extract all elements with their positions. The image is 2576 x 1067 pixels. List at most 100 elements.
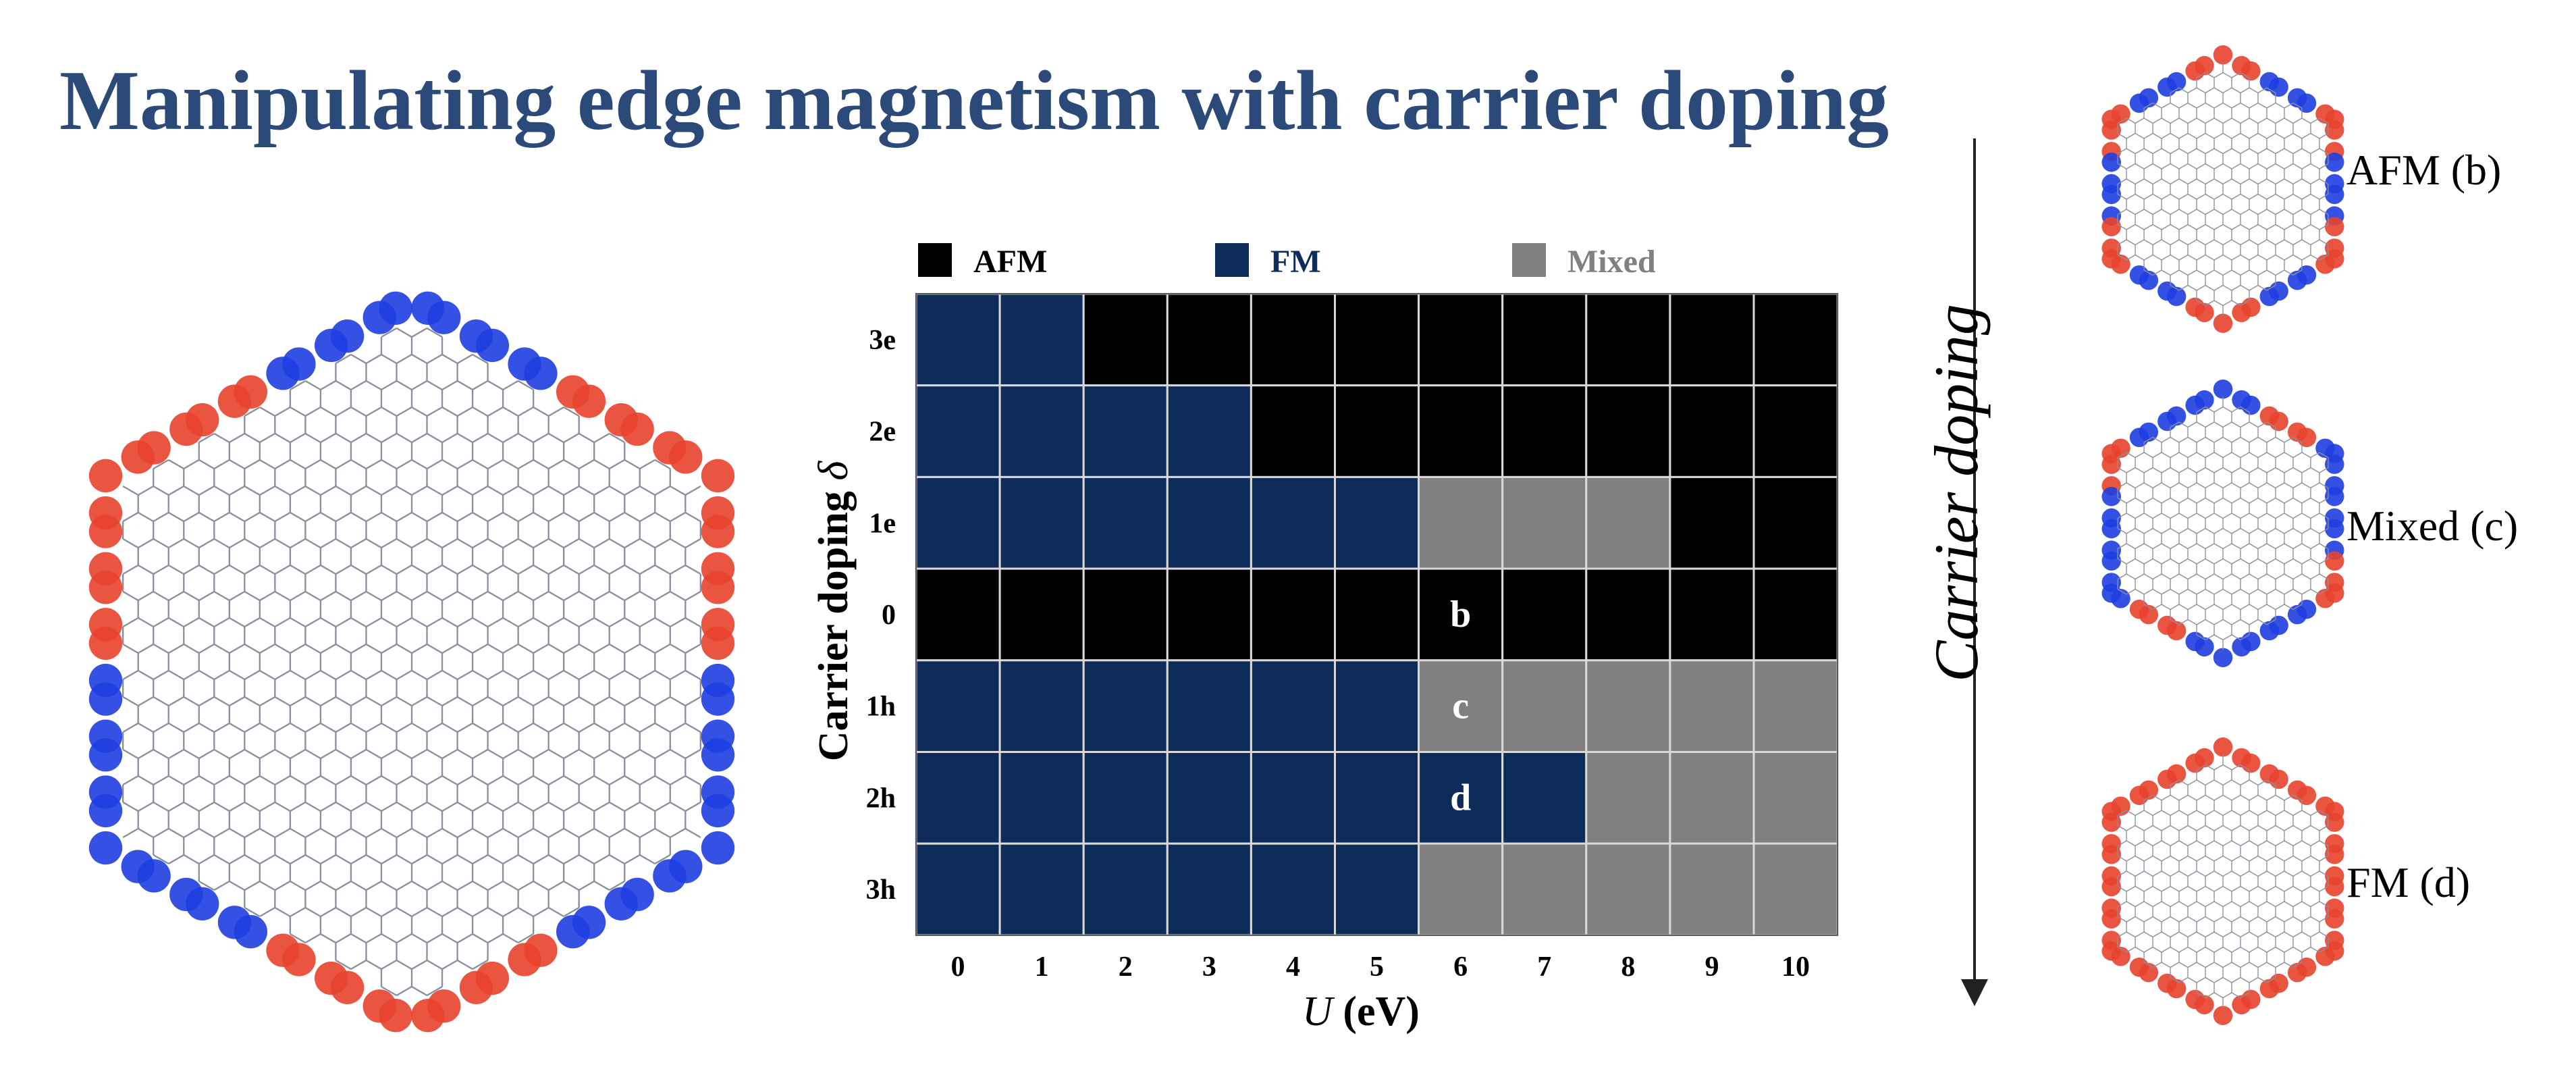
lattice-bond	[2196, 513, 2206, 519]
lattice-bond	[2161, 254, 2171, 261]
lattice-bond	[2152, 916, 2162, 922]
lattice-bond	[2187, 87, 2197, 94]
heatmap-cell	[1166, 567, 1252, 662]
lattice-bond	[2161, 436, 2171, 443]
lattice-bond	[2178, 239, 2189, 246]
lattice-bond	[2249, 421, 2259, 428]
lattice-bond	[2222, 779, 2232, 786]
lattice-bond	[2135, 467, 2145, 473]
lattice-bond	[259, 880, 275, 891]
lattice-bond	[426, 485, 443, 496]
lattice-bond	[2222, 962, 2232, 968]
lattice-bond	[2152, 946, 2162, 953]
spin-density-lobe	[88, 682, 123, 716]
lattice-bond	[2310, 163, 2320, 170]
lattice-bond	[670, 722, 686, 733]
spin-density-lobe	[2213, 737, 2233, 757]
spin-density-lobe	[2101, 487, 2122, 506]
lattice-bond	[624, 722, 641, 733]
lattice-bond	[456, 933, 473, 944]
lattice-bond	[624, 538, 641, 549]
lattice-bond	[441, 880, 458, 891]
lattice-bond	[533, 669, 549, 681]
lattice-bond	[2152, 102, 2162, 109]
lattice-bond	[335, 511, 352, 523]
lattice-bond	[2257, 916, 2268, 922]
lattice-bond	[290, 775, 306, 786]
spin-density-lobe	[2166, 621, 2186, 641]
lattice-bond	[335, 801, 352, 812]
lattice-bond	[2284, 132, 2294, 139]
lattice-bond	[138, 511, 154, 523]
lattice-bond	[533, 827, 549, 839]
lattice-bond	[2170, 931, 2180, 938]
lattice-bond	[2205, 436, 2215, 443]
lattice-bond	[122, 485, 139, 496]
spin-density-lobe	[701, 682, 735, 716]
lattice-bond	[183, 722, 200, 733]
lattice-bond	[274, 432, 291, 444]
lattice-bond	[472, 380, 489, 391]
lattice-bond	[2292, 604, 2303, 610]
lattice-bond	[290, 511, 306, 523]
lattice-bond	[533, 432, 549, 444]
lattice-bond	[2213, 527, 2224, 534]
lattice-bond	[609, 880, 625, 891]
lattice-bond	[2143, 931, 2153, 938]
lattice-bond	[198, 590, 215, 602]
lattice-bond	[2266, 148, 2276, 155]
spin-density-lobe	[2269, 411, 2288, 432]
lattice-bond	[2249, 224, 2259, 230]
lattice-bond	[2231, 810, 2241, 816]
lattice-bond	[487, 854, 504, 865]
lattice-bond	[2249, 148, 2259, 155]
lattice-bond	[2196, 269, 2206, 276]
lattice-bond	[274, 564, 291, 575]
lattice-bond	[290, 906, 306, 918]
heatmap-cell	[1082, 659, 1169, 753]
lattice-bond	[2257, 885, 2268, 892]
lattice-bond	[229, 827, 245, 839]
lattice-bond	[2301, 178, 2311, 185]
lattice-bond	[2275, 825, 2285, 831]
lattice-bond	[2249, 193, 2259, 200]
lattice-bond	[2301, 239, 2311, 246]
lattice-bond	[2257, 132, 2268, 139]
lattice-bond	[456, 906, 473, 918]
lattice-bond	[2310, 558, 2320, 565]
lattice-bond	[2126, 840, 2136, 847]
lattice-bond	[168, 564, 184, 575]
lattice-bond	[2117, 482, 2127, 489]
lattice-bond	[290, 538, 306, 549]
lattice-bond	[518, 880, 534, 891]
lattice-bond	[2240, 992, 2250, 999]
lattice-bond	[548, 906, 564, 918]
lattice-bond	[456, 880, 473, 891]
chart-legend: AFM FM Mixed	[918, 243, 1656, 280]
lattice-bond	[548, 564, 564, 575]
lattice-bond	[426, 432, 443, 444]
lattice-bond	[2205, 946, 2215, 953]
lattice-bond	[396, 775, 412, 786]
lattice-bond	[2152, 794, 2162, 801]
lattice-bond	[2231, 421, 2241, 428]
spin-density-lobe	[2139, 962, 2159, 983]
lattice-bond	[2284, 946, 2294, 953]
lattice-bond	[2170, 825, 2180, 831]
lattice-bond	[563, 406, 580, 417]
lattice-bond	[654, 459, 671, 470]
lattice-bond	[685, 722, 701, 733]
lattice-bond	[2135, 931, 2145, 938]
lattice-bond	[2205, 467, 2215, 473]
lattice-bond	[2292, 901, 2303, 908]
lattice-bond	[2117, 885, 2127, 892]
lattice-bond	[533, 696, 549, 707]
lattice-bond	[2222, 163, 2232, 170]
phase-label-afm: AFM (b)	[2346, 146, 2502, 194]
lattice-bond	[2284, 885, 2294, 892]
lattice-bond	[2284, 178, 2294, 185]
lattice-bond	[685, 617, 701, 628]
lattice-bond	[685, 775, 701, 786]
lattice-bond	[381, 643, 398, 654]
lattice-bond	[168, 485, 184, 496]
